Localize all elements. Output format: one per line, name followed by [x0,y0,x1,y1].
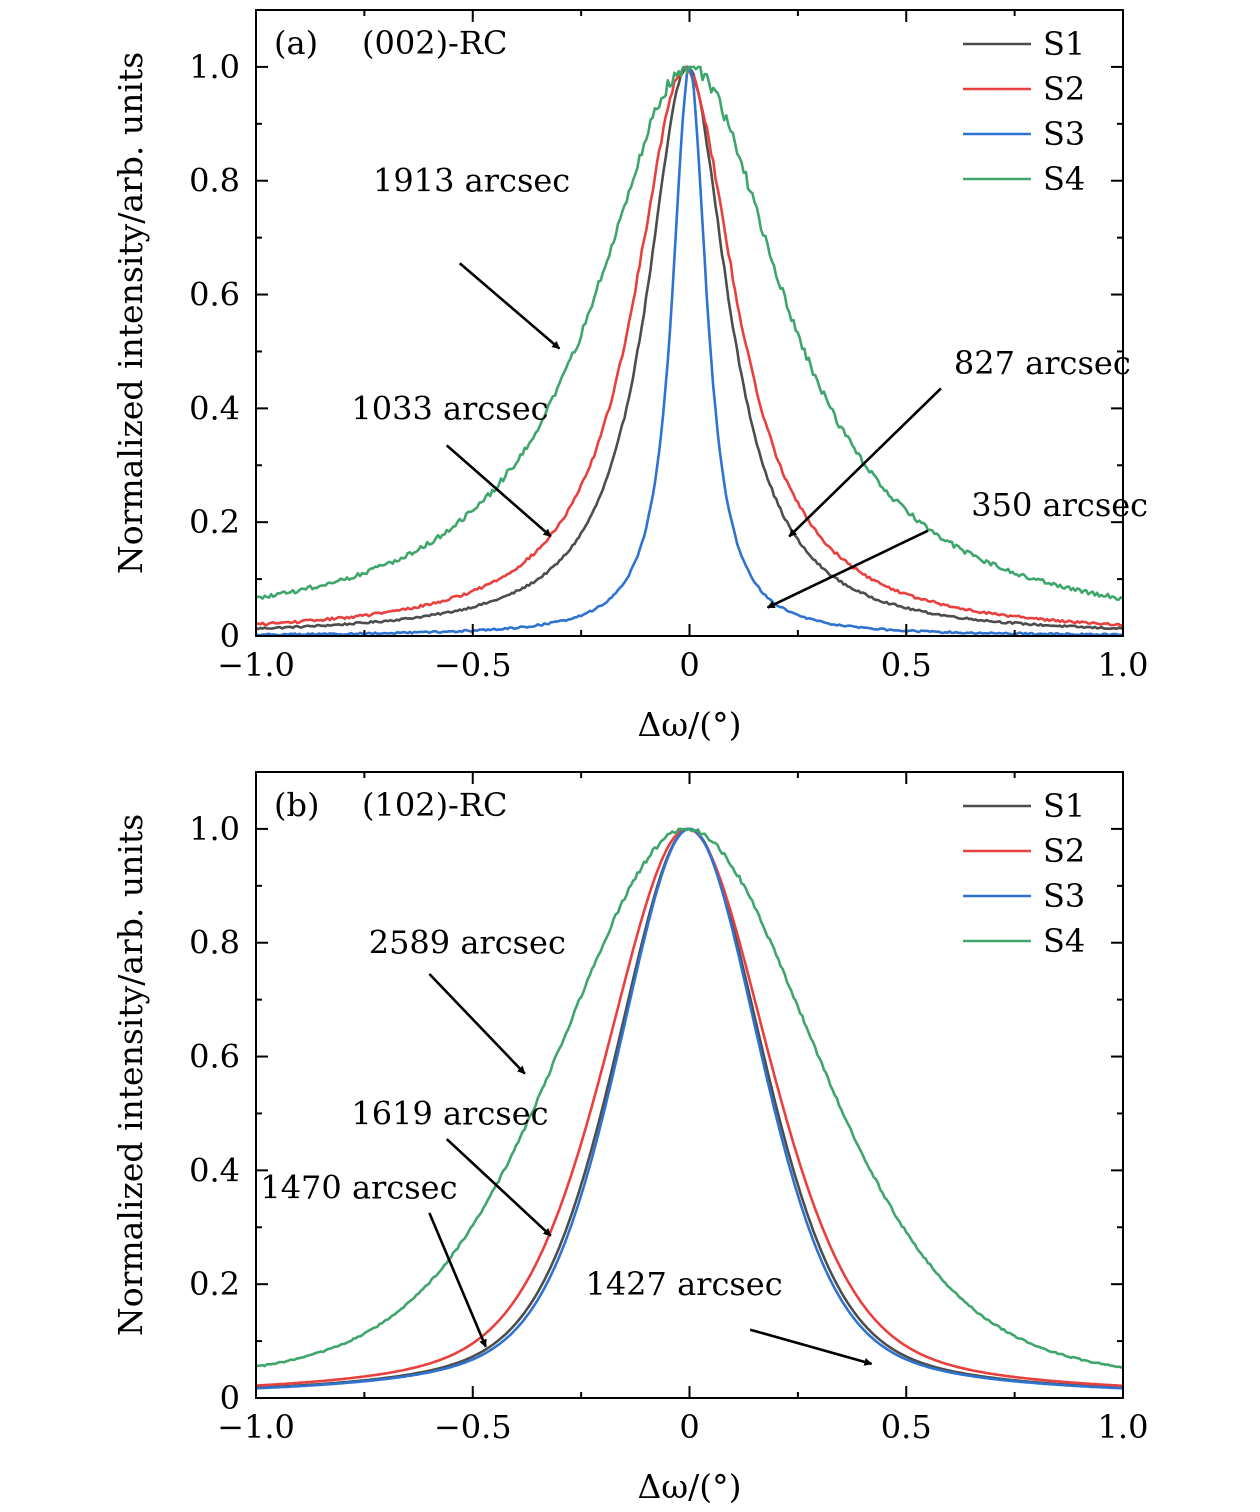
panel-title: (102)-RC [362,786,507,824]
y-tick-label: 0.6 [189,1038,240,1076]
panel-b: −1.0 −0.5 0 0.5 1.0 0 0.2 0.4 0.6 0.8 1.0 Δω/(°) Nor… [111,771,1149,1506]
x-tick-label: 0 [679,646,699,684]
y-tick-label: 0.6 [189,276,240,314]
y-tick-label: 1.0 [189,810,240,848]
series-line-s4 [256,65,1123,602]
annotation-text: 1913 arcsec [373,162,570,200]
series-line-s4 [256,827,1123,1370]
series-group-a [256,65,1123,636]
series-group-b [256,827,1123,1390]
legend-label-s3: S3 [1043,877,1085,915]
annotation-arrow [445,1138,552,1237]
x-tick-label: 1.0 [1098,646,1149,684]
plot-frame [255,9,1124,637]
annotation-arrow [428,1212,487,1348]
panel-label: (a) [274,24,318,62]
y-tick-label: 0.4 [189,389,240,427]
panel-title: (002)-RC [362,24,507,62]
annotation-arrow [788,387,942,538]
annotation-text: 2589 arcsec [369,924,566,962]
y-axis-title: Normalized intensity/arb. units [111,814,150,1336]
legend-label-s4: S4 [1043,922,1085,960]
x-axis-title: Δω/(°) [637,1467,741,1506]
annotation-arrow [428,973,526,1075]
x-tick-label: −0.5 [434,1408,512,1446]
y-axis-title: Normalized intensity/arb. units [111,52,150,574]
x-axis-title: Δω/(°) [637,705,741,744]
legend: S1 S2 S3 S4 [963,25,1085,198]
y-tick-label: 0 [220,1379,240,1417]
y-tick-label: 0.8 [189,162,240,200]
legend-label-s2: S2 [1043,832,1085,870]
annotation-text: 350 arcsec [971,486,1148,524]
legend-label-s3: S3 [1043,115,1085,153]
x-tick-label: −1.0 [217,1408,295,1446]
x-tick-label: −0.5 [434,646,512,684]
y-tick-label: 0.2 [189,503,240,541]
y-tick-label: 1.0 [189,48,240,86]
legend-label-s2: S2 [1043,70,1085,108]
y-tick-label: 0.4 [189,1151,240,1189]
x-tick-label: 0 [679,1408,699,1446]
annotation-text: 1470 arcsec [260,1168,457,1206]
x-tick-label: −1.0 [217,646,295,684]
panel-label: (b) [274,786,319,824]
legend-label-s4: S4 [1043,160,1085,198]
annotation-text: 827 arcsec [954,344,1131,382]
legend-label-s1: S1 [1043,25,1085,63]
annotation-arrow [445,444,552,538]
y-tick-label: 0 [220,617,240,655]
x-tick-label: 0.5 [881,1408,932,1446]
annotation-text: 1427 arcsec [585,1265,782,1303]
annotation-text: 1033 arcsec [351,389,548,427]
y-tick-label: 0.8 [189,924,240,962]
annotation-arrow [766,529,929,609]
plot-frame [255,771,1124,1399]
x-tick-label: 1.0 [1098,1408,1149,1446]
legend: S1 S2 S3 S4 [963,787,1085,960]
panel-a: −1.0 −0.5 0 0.5 1.0 0 0.2 0.4 0.6 0.8 1.0 Δω/(°) Nor… [111,9,1149,744]
x-tick-label: 0.5 [881,646,932,684]
annotation-text: 1619 arcsec [351,1094,548,1132]
annotation-arrow [458,262,561,350]
annotation-arrow [749,1328,873,1366]
legend-label-s1: S1 [1043,787,1085,825]
y-tick-label: 0.2 [189,1265,240,1303]
